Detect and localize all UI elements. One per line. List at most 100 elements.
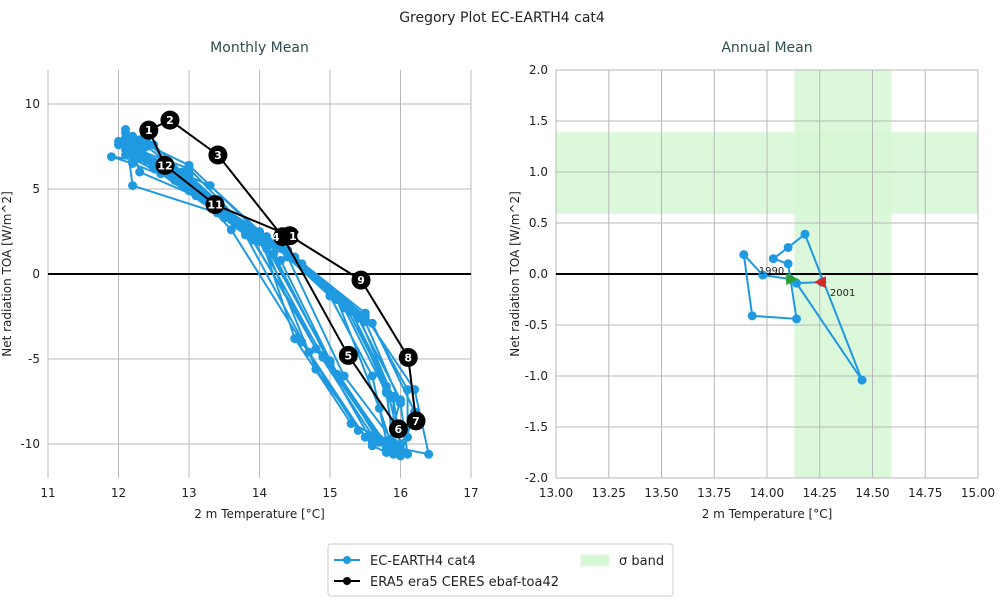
model-point [857, 375, 867, 385]
y-tick-label: -0.5 [525, 318, 548, 332]
model-point [311, 364, 321, 374]
x-tick-label: 15 [322, 486, 337, 500]
y-tick-label: 2.0 [529, 63, 548, 77]
model-point [396, 398, 405, 408]
x-tick-label: 14.75 [908, 486, 942, 500]
model-point [191, 191, 201, 201]
model-point [353, 310, 363, 320]
model-point [360, 312, 370, 321]
end-marker [813, 276, 826, 289]
y-tick-label: 0.0 [529, 267, 548, 281]
y-tick-label: 1.5 [529, 114, 548, 128]
obs-month-marker [398, 347, 418, 367]
model-point [226, 225, 236, 235]
obs-month-label: 10 [289, 230, 305, 243]
obs-month-marker [280, 226, 300, 246]
model-point [360, 432, 370, 442]
obs-month-label: 9 [357, 274, 365, 287]
subplot-title: Monthly Mean [210, 40, 309, 56]
model-point [367, 437, 377, 447]
model-point [367, 431, 377, 440]
y-tick-label: -1.5 [525, 420, 548, 434]
model-point [128, 181, 138, 191]
x-tick-label: 13.50 [644, 486, 678, 500]
annual-mean-axes: 13.00 13.25 13.50 13.75 14.00 14.25 14.50 14.75… [508, 40, 995, 521]
model-point [388, 393, 398, 403]
model-point [353, 425, 363, 435]
model-point [170, 176, 180, 185]
model-point [768, 254, 778, 264]
legend-band-label: σ band [619, 554, 664, 569]
model-point [325, 357, 335, 367]
model-point [739, 250, 749, 260]
model-point [142, 155, 152, 165]
model-point [255, 227, 264, 236]
obs-month-label: 12 [157, 159, 172, 172]
model-point [374, 403, 384, 413]
model-point [367, 371, 377, 381]
legend-model-label: EC-EARTH4 cat4 [370, 554, 476, 569]
obs-month-marker [155, 155, 175, 175]
y-tick-label: -10 [20, 437, 40, 451]
model-point [311, 344, 321, 354]
model-point [255, 237, 264, 247]
model-point [269, 249, 279, 259]
x-tick-label: 14 [252, 486, 267, 500]
model-point [184, 170, 194, 180]
x-tick-label: 13.75 [697, 486, 731, 500]
model-point [332, 295, 342, 304]
obs-month-marker [208, 145, 228, 165]
model-point [367, 318, 377, 328]
y-tick-label: -5 [28, 352, 40, 366]
model-point [318, 352, 328, 362]
model-point [346, 305, 356, 315]
model-point [339, 371, 349, 381]
model-point [219, 213, 229, 223]
start-year-label: 1990 [759, 266, 784, 277]
legend-model-marker [343, 556, 351, 564]
model-point [339, 303, 349, 313]
model-point [758, 270, 768, 280]
y-axis-label: Net radiation TOA [W/m^2] [0, 191, 14, 357]
model-point [332, 369, 342, 379]
x-tick-label: 17 [463, 486, 478, 500]
x-tick-label: 11 [40, 486, 55, 500]
start-marker [786, 273, 799, 286]
model-point [128, 131, 138, 141]
obs-month-label: 3 [214, 149, 222, 162]
model-point [297, 337, 307, 347]
obs-month-marker [338, 345, 358, 365]
model-point [388, 437, 398, 447]
x-tick-label: 16 [393, 486, 408, 500]
y-tick-label: 10 [25, 97, 40, 111]
obs-month-label: 6 [395, 423, 403, 436]
x-tick-label: 13.00 [539, 486, 573, 500]
model-point [184, 160, 194, 170]
obs-month-marker [406, 411, 426, 431]
model-point [135, 147, 145, 157]
figure-title: Gregory Plot EC-EARTH4 cat4 [399, 10, 605, 26]
model-point [128, 142, 138, 151]
model-point [792, 314, 802, 324]
model-point [374, 434, 384, 444]
y-tick-label: 5 [32, 182, 40, 196]
y-tick-label: -2.0 [525, 471, 548, 485]
model-point [290, 334, 300, 344]
x-tick-label: 14.25 [803, 486, 837, 500]
model-point [262, 240, 272, 250]
model-point [247, 233, 257, 243]
obs-month-label: 2 [166, 114, 174, 127]
model-point [747, 311, 757, 321]
obs-month-label: 8 [404, 351, 412, 364]
model-point [128, 150, 138, 160]
model-point [142, 142, 152, 151]
obs-month-label: 1 [145, 124, 153, 137]
obs-month-marker [205, 195, 225, 215]
x-axis-label: 2 m Temperature [°C] [702, 507, 833, 521]
model-point [783, 242, 793, 252]
legend-obs-label: ERA5 era5 CERES ebaf-toa42 [370, 575, 559, 590]
y-tick-label: -1.0 [525, 369, 548, 383]
model-point [128, 159, 138, 168]
model-point [121, 125, 131, 134]
